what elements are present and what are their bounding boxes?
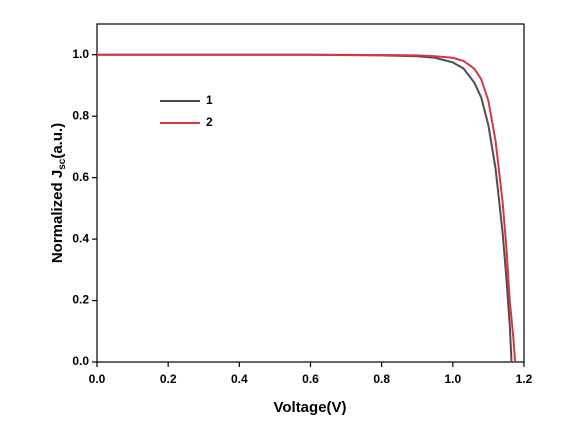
x-tick-label: 0.2 (160, 372, 177, 386)
x-tick-label: 1.2 (516, 372, 533, 386)
y-tick-label: 1.0 (72, 47, 89, 61)
y-tick-label: 0.0 (72, 354, 89, 368)
y-tick-label: 0.8 (72, 108, 89, 122)
x-axis-label: Voltage(V) (273, 399, 346, 416)
y-label-suffix: (a.u.) (49, 123, 66, 159)
x-tick-label: 1.0 (444, 372, 461, 386)
series-line (97, 53, 513, 363)
x-tick-label: 0.8 (373, 372, 390, 386)
y-tick-label: 0.6 (72, 170, 89, 184)
y-label-main: Normalized J (49, 170, 66, 263)
plot-frame (96, 23, 525, 363)
x-tick-label: 0.6 (302, 372, 319, 386)
x-tick-label: 0.0 (89, 372, 106, 386)
y-tick-label: 0.4 (72, 231, 89, 245)
x-tick-label: 0.4 (231, 372, 248, 386)
series-line (97, 53, 517, 363)
y-tick-label: 0.2 (72, 293, 89, 307)
y-axis-label: Normalized Jsc(a.u.) (49, 123, 68, 263)
legend-label: 2 (206, 115, 213, 129)
y-label-sub: sc (57, 158, 68, 170)
legend-label: 1 (206, 93, 213, 107)
